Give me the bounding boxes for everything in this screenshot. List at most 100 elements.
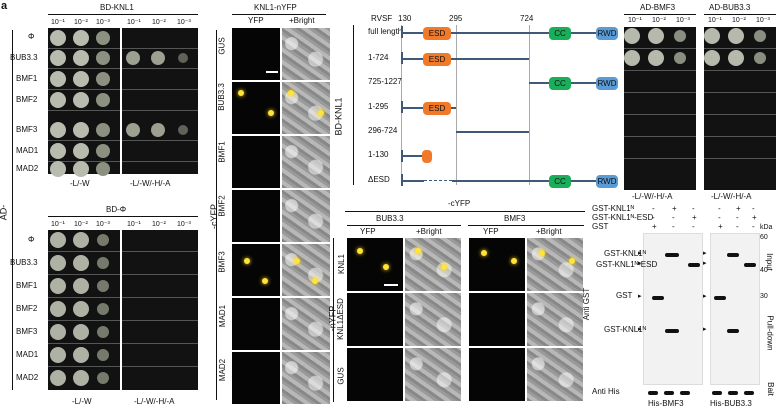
title-underline xyxy=(232,14,326,15)
arrow-icon: ▸ xyxy=(638,293,642,300)
yeast-spot xyxy=(73,370,89,386)
row-divider xyxy=(624,92,696,93)
blot-band xyxy=(727,329,739,333)
yfp-image xyxy=(469,238,525,291)
scale-bar xyxy=(266,71,278,73)
row-divider xyxy=(48,68,120,69)
row-divider xyxy=(704,92,776,93)
legend-mark: + xyxy=(672,204,677,213)
arrow-icon: ▸ xyxy=(638,250,642,257)
row-divider xyxy=(122,366,198,367)
row-label: MAD1 xyxy=(16,146,39,155)
yeast-spot xyxy=(648,28,664,44)
marker: 40 xyxy=(760,267,768,274)
col-label: YFP xyxy=(483,227,499,236)
band-label: GST xyxy=(616,291,633,300)
nucleus-signal xyxy=(244,258,250,264)
row-label: Φ xyxy=(28,32,35,41)
side-bracket xyxy=(353,25,354,185)
bait-label: Bait xyxy=(765,382,775,396)
legend-label: GST xyxy=(592,222,609,231)
legend-mark: - xyxy=(752,222,755,231)
yeast-spot xyxy=(674,30,686,42)
construct-label: 725-1227 xyxy=(368,77,402,86)
row-label: MAD2 xyxy=(16,164,39,173)
col-label: +Bright xyxy=(289,16,315,25)
row-label: GUS xyxy=(217,37,227,55)
nucleus-signal xyxy=(318,110,324,116)
yeast-spot xyxy=(151,51,165,65)
row-divider xyxy=(122,89,198,90)
col-label: YFP xyxy=(248,16,264,25)
side-bracket xyxy=(333,238,334,402)
position-label: 295 xyxy=(449,14,463,23)
arrow-icon: ▸ xyxy=(703,326,707,333)
legend-mark: - xyxy=(736,213,739,222)
yeast-spot xyxy=(648,50,664,66)
yeast-spot xyxy=(73,50,89,66)
backbone xyxy=(402,155,422,157)
row-label: BUB3.3 xyxy=(10,258,38,267)
blot-bmf3 xyxy=(643,233,703,385)
bd-knl1-side-label: BD-KNL1 xyxy=(333,97,344,136)
backbone xyxy=(402,180,424,182)
yeast-spot xyxy=(50,92,66,108)
dilution-label: 10⁻³ xyxy=(96,221,110,228)
brightfield-image xyxy=(405,348,461,401)
side-bracket xyxy=(216,30,217,400)
blot-band xyxy=(665,253,679,257)
yeast-spot xyxy=(96,162,110,176)
esd-domain: ESD xyxy=(423,102,451,115)
yeast-spot xyxy=(50,50,66,66)
yeast-spot xyxy=(73,301,89,317)
row-label: BUB3.3 xyxy=(216,83,226,111)
marker: 60 xyxy=(760,234,768,241)
row-divider xyxy=(122,140,198,141)
blot-band xyxy=(714,296,726,300)
row-label: BMF1 xyxy=(16,281,38,290)
dilution-label: 10⁻³ xyxy=(96,19,110,26)
brightfield-image xyxy=(282,244,330,296)
yeast-spot xyxy=(754,52,766,64)
row-divider xyxy=(624,136,696,137)
dilution-label: 10⁻¹ xyxy=(51,19,65,26)
dilution-label: 10⁻² xyxy=(152,19,166,26)
row-divider xyxy=(48,320,120,321)
yfp-image xyxy=(232,298,280,350)
nucleus-signal xyxy=(262,278,268,284)
group-underline xyxy=(347,225,461,226)
row-divider xyxy=(704,70,776,71)
yeast-spot xyxy=(97,257,109,269)
blot-band xyxy=(652,296,664,300)
row-divider xyxy=(624,114,696,115)
legend-mark: - xyxy=(736,222,739,231)
row-divider xyxy=(122,343,198,344)
row-label: BUB3.3 xyxy=(10,53,38,62)
blot-band xyxy=(728,391,738,395)
dilution-label: 10⁻¹ xyxy=(708,17,722,24)
row-label: MAD2 xyxy=(218,358,228,382)
yeast-spot xyxy=(178,53,188,63)
row-divider xyxy=(48,343,120,344)
kda-unit: kDa xyxy=(760,224,773,231)
legend-mark: - xyxy=(752,204,755,213)
bait-label-bottom: His-BUB3.3 xyxy=(710,399,752,408)
yeast-spot xyxy=(50,30,66,46)
row-divider xyxy=(48,251,120,252)
ad-side-label: AD- xyxy=(0,204,9,221)
yeast-spot xyxy=(73,143,89,159)
backbone xyxy=(402,58,529,60)
dilution-label: 10⁻³ xyxy=(756,17,770,24)
blot-band xyxy=(680,391,690,395)
yeast-spot xyxy=(73,122,89,138)
band-label: GST-KNL1ᴺ xyxy=(604,249,647,258)
title-underline xyxy=(624,14,696,15)
legend-label: GST-KNL1ᴺ-ESD xyxy=(592,213,654,222)
yeast-spot xyxy=(96,123,110,137)
panel-letter: a xyxy=(1,0,8,12)
construct-label: full length xyxy=(368,27,403,36)
anti-his-label: Anti His xyxy=(592,387,620,396)
cc-domain: CC xyxy=(549,77,571,90)
title-underline xyxy=(345,211,585,212)
legend-mark: - xyxy=(692,204,695,213)
